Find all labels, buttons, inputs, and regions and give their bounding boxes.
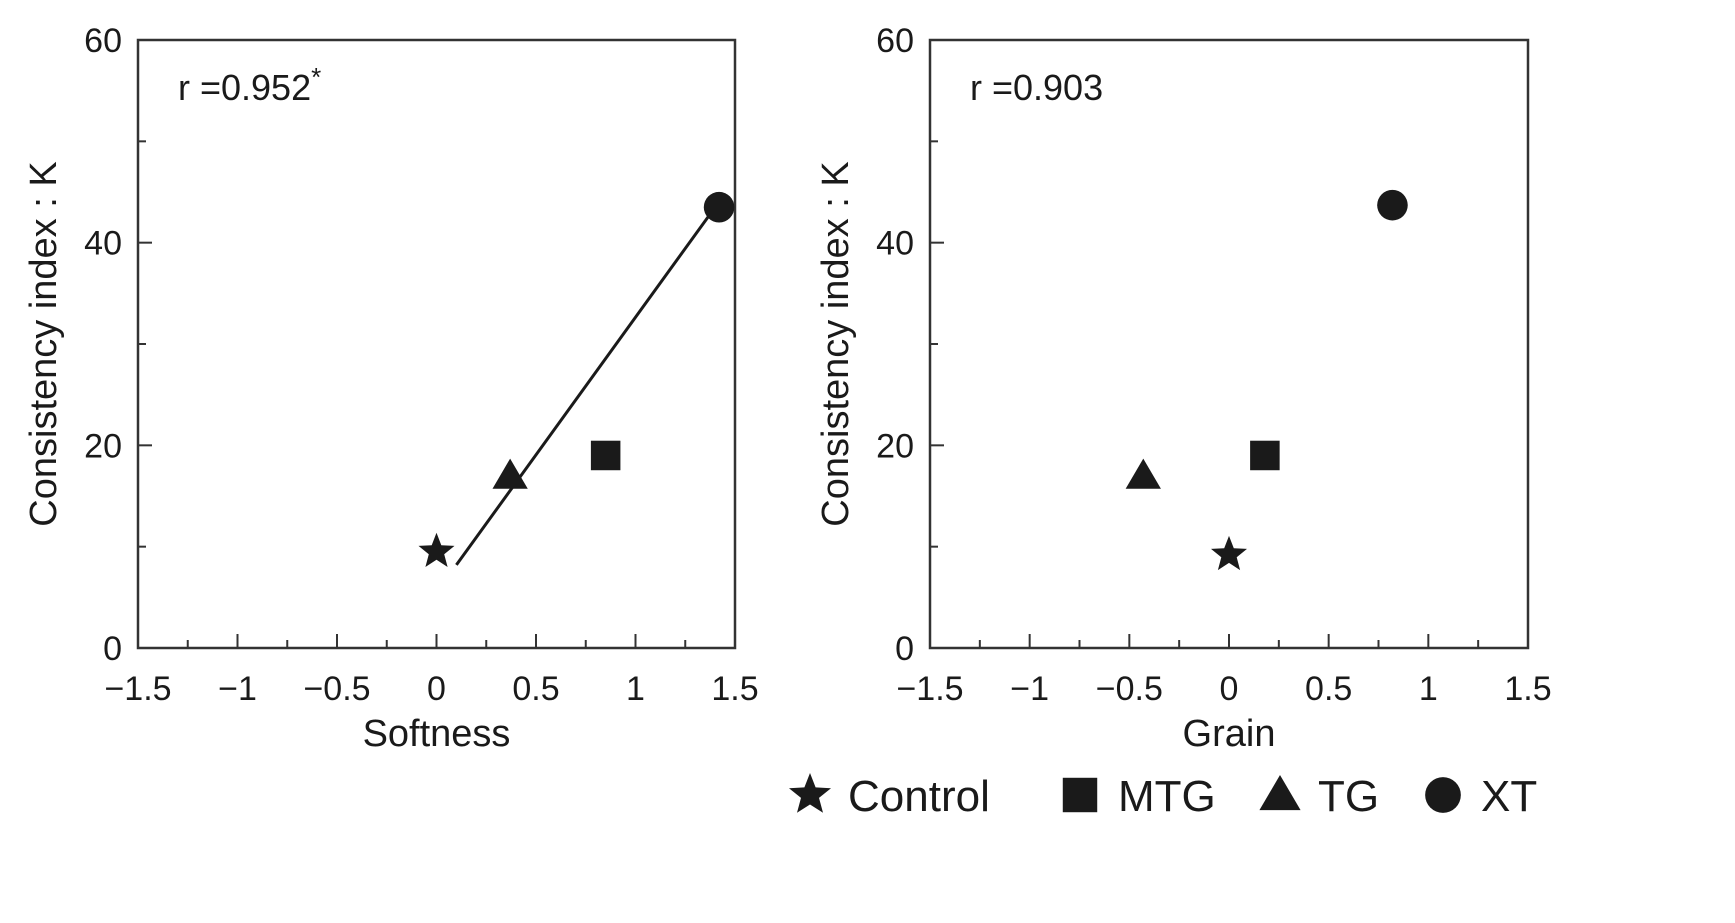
legend-label: Control	[848, 772, 990, 821]
x-tick-label: −1.5	[896, 670, 963, 708]
x-tick-label: −1	[218, 670, 257, 708]
legend-square-icon	[1062, 777, 1098, 813]
significance-mark: *	[311, 62, 321, 92]
x-tick-label: 0.5	[512, 670, 559, 708]
point-mtg	[1250, 440, 1280, 471]
x-tick-label: −1	[1010, 670, 1049, 708]
regression-line	[455, 206, 717, 566]
correlation-value: r =0.903	[970, 67, 1103, 108]
legend-item-mtg: MTG	[1062, 772, 1216, 821]
y-axis-label: Consistency index : K	[815, 161, 857, 526]
y-tick-label: 0	[895, 630, 914, 668]
y-tick-label: 60	[84, 22, 122, 60]
point-tg	[492, 458, 528, 489]
x-tick-label: 0.5	[1305, 670, 1352, 708]
y-axis-label: Consistency index : K	[23, 161, 65, 526]
x-tick-label: 1	[626, 670, 645, 708]
y-tick-label: 40	[84, 225, 122, 263]
point-control	[1211, 535, 1247, 571]
point-tg	[1125, 458, 1161, 489]
correlation-annotation: r =0.952*	[178, 62, 321, 108]
x-tick-label: −1.5	[104, 670, 171, 708]
legend-label: TG	[1318, 772, 1379, 821]
point-xt	[1377, 189, 1408, 221]
x-tick-label: 0	[427, 670, 446, 708]
x-tick-label: 1.5	[711, 670, 758, 708]
y-tick-label: 60	[876, 22, 914, 60]
legend-circle-icon	[1425, 777, 1461, 813]
point-mtg	[590, 440, 621, 471]
panel-2: −1.5 −1 −0.5 0 0.5 1 1.5 0 20 40 60 Grain Consistenc…	[815, 22, 1552, 755]
legend-label: XT	[1481, 772, 1537, 821]
legend-item-control: Control	[789, 772, 990, 821]
legend-label: MTG	[1118, 772, 1216, 821]
panel-1: −1.5 −1 −0.5 0 0.5 1 1.5 0 20 40 60 Softness Consist…	[23, 22, 759, 755]
point-control	[418, 532, 455, 567]
correlation-annotation: r =0.903	[970, 67, 1103, 108]
y-tick-label: 0	[103, 630, 122, 668]
y-tick-label: 40	[876, 225, 914, 263]
legend-star-icon	[789, 773, 831, 813]
x-tick-label: −0.5	[1096, 670, 1163, 708]
x-tick-label: −0.5	[303, 670, 370, 708]
y-tick-label: 20	[84, 427, 122, 465]
x-tick-label: 1	[1419, 670, 1438, 708]
legend-item-xt: XT	[1425, 772, 1537, 821]
x-axis-label: Grain	[1183, 713, 1276, 755]
legend: Control MTG TG XT	[789, 772, 1537, 821]
point-xt	[703, 191, 735, 223]
x-tick-label: 1.5	[1504, 670, 1551, 708]
y-tick-label: 20	[876, 427, 914, 465]
correlation-value: r =0.952	[178, 67, 311, 108]
legend-item-tg: TG	[1259, 772, 1379, 821]
x-axis-label: Softness	[363, 713, 511, 755]
legend-triangle-icon	[1259, 775, 1301, 811]
x-tick-label: 0	[1220, 670, 1239, 708]
